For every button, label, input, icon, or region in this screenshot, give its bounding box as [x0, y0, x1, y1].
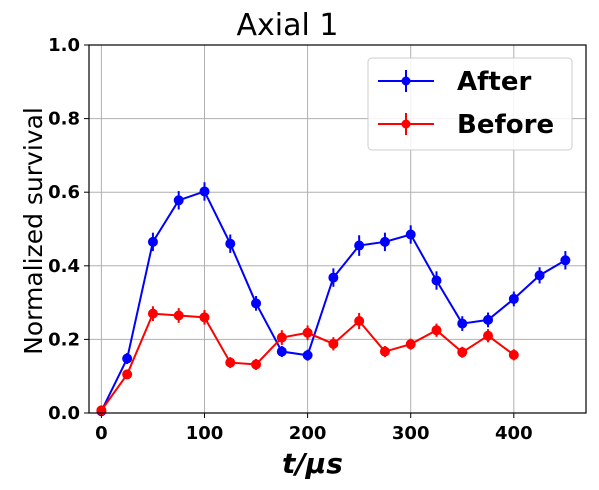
- x-tick-label: 200: [289, 423, 327, 444]
- y-tick-label: 0.2: [48, 329, 80, 350]
- series-after: [96, 182, 571, 417]
- data-point: [173, 195, 184, 206]
- data-point: [173, 310, 184, 321]
- y-axis-label: Normalized survival: [19, 107, 48, 355]
- data-point: [379, 236, 390, 247]
- data-point: [431, 325, 442, 336]
- legend-label: After: [457, 67, 531, 97]
- x-tick-label: 100: [186, 423, 224, 444]
- series-before: [96, 306, 519, 416]
- data-point: [251, 298, 262, 309]
- data-point: [122, 369, 133, 380]
- series-layer: [96, 182, 571, 417]
- legend-label: Before: [457, 110, 554, 140]
- data-point: [457, 318, 468, 329]
- data-point: [405, 229, 416, 240]
- data-point: [534, 270, 545, 281]
- y-tick-label: 1.0: [48, 35, 80, 56]
- data-point: [122, 353, 133, 364]
- y-tick-label: 0.0: [48, 403, 80, 424]
- x-tick-label: 0: [95, 423, 108, 444]
- plot-frame: [88, 44, 587, 414]
- data-point: [328, 272, 339, 283]
- ticks: 0 100 200 300 400 0.0 0.2 0.4 0.6 0.8 1.0: [48, 35, 533, 444]
- data-point: [354, 240, 365, 251]
- data-point: [379, 346, 390, 357]
- data-point: [147, 308, 158, 319]
- data-point: [483, 330, 494, 341]
- data-point: [225, 357, 236, 368]
- data-point: [302, 350, 313, 361]
- data-point: [508, 293, 519, 304]
- y-tick-label: 0.4: [48, 256, 80, 277]
- data-point: [199, 312, 210, 323]
- data-point: [251, 359, 262, 370]
- data-point: [508, 349, 519, 360]
- data-point: [276, 332, 287, 343]
- legend: After Before: [367, 57, 573, 151]
- chart-title: Axial 1: [237, 8, 339, 43]
- data-point: [328, 338, 339, 349]
- data-point: [147, 236, 158, 247]
- legend-item-before: Before: [378, 110, 554, 140]
- data-point: [483, 314, 494, 325]
- legend-marker: [401, 119, 411, 129]
- data-point: [354, 316, 365, 326]
- legend-marker: [401, 76, 411, 86]
- y-tick-label: 0.8: [48, 109, 80, 130]
- x-axis-label: t/μs: [282, 447, 343, 480]
- data-point: [199, 186, 210, 197]
- data-point: [302, 327, 313, 338]
- legend-item-after: After: [378, 67, 531, 97]
- data-point: [225, 238, 236, 249]
- data-point: [560, 255, 571, 266]
- series-line-after: [100, 190, 566, 412]
- data-point: [276, 346, 287, 357]
- data-point: [405, 339, 416, 350]
- data-point: [457, 347, 468, 358]
- y-tick-label: 0.6: [48, 182, 80, 203]
- x-tick-label: 300: [392, 423, 430, 444]
- x-tick-label: 400: [495, 423, 533, 444]
- data-point: [431, 275, 442, 286]
